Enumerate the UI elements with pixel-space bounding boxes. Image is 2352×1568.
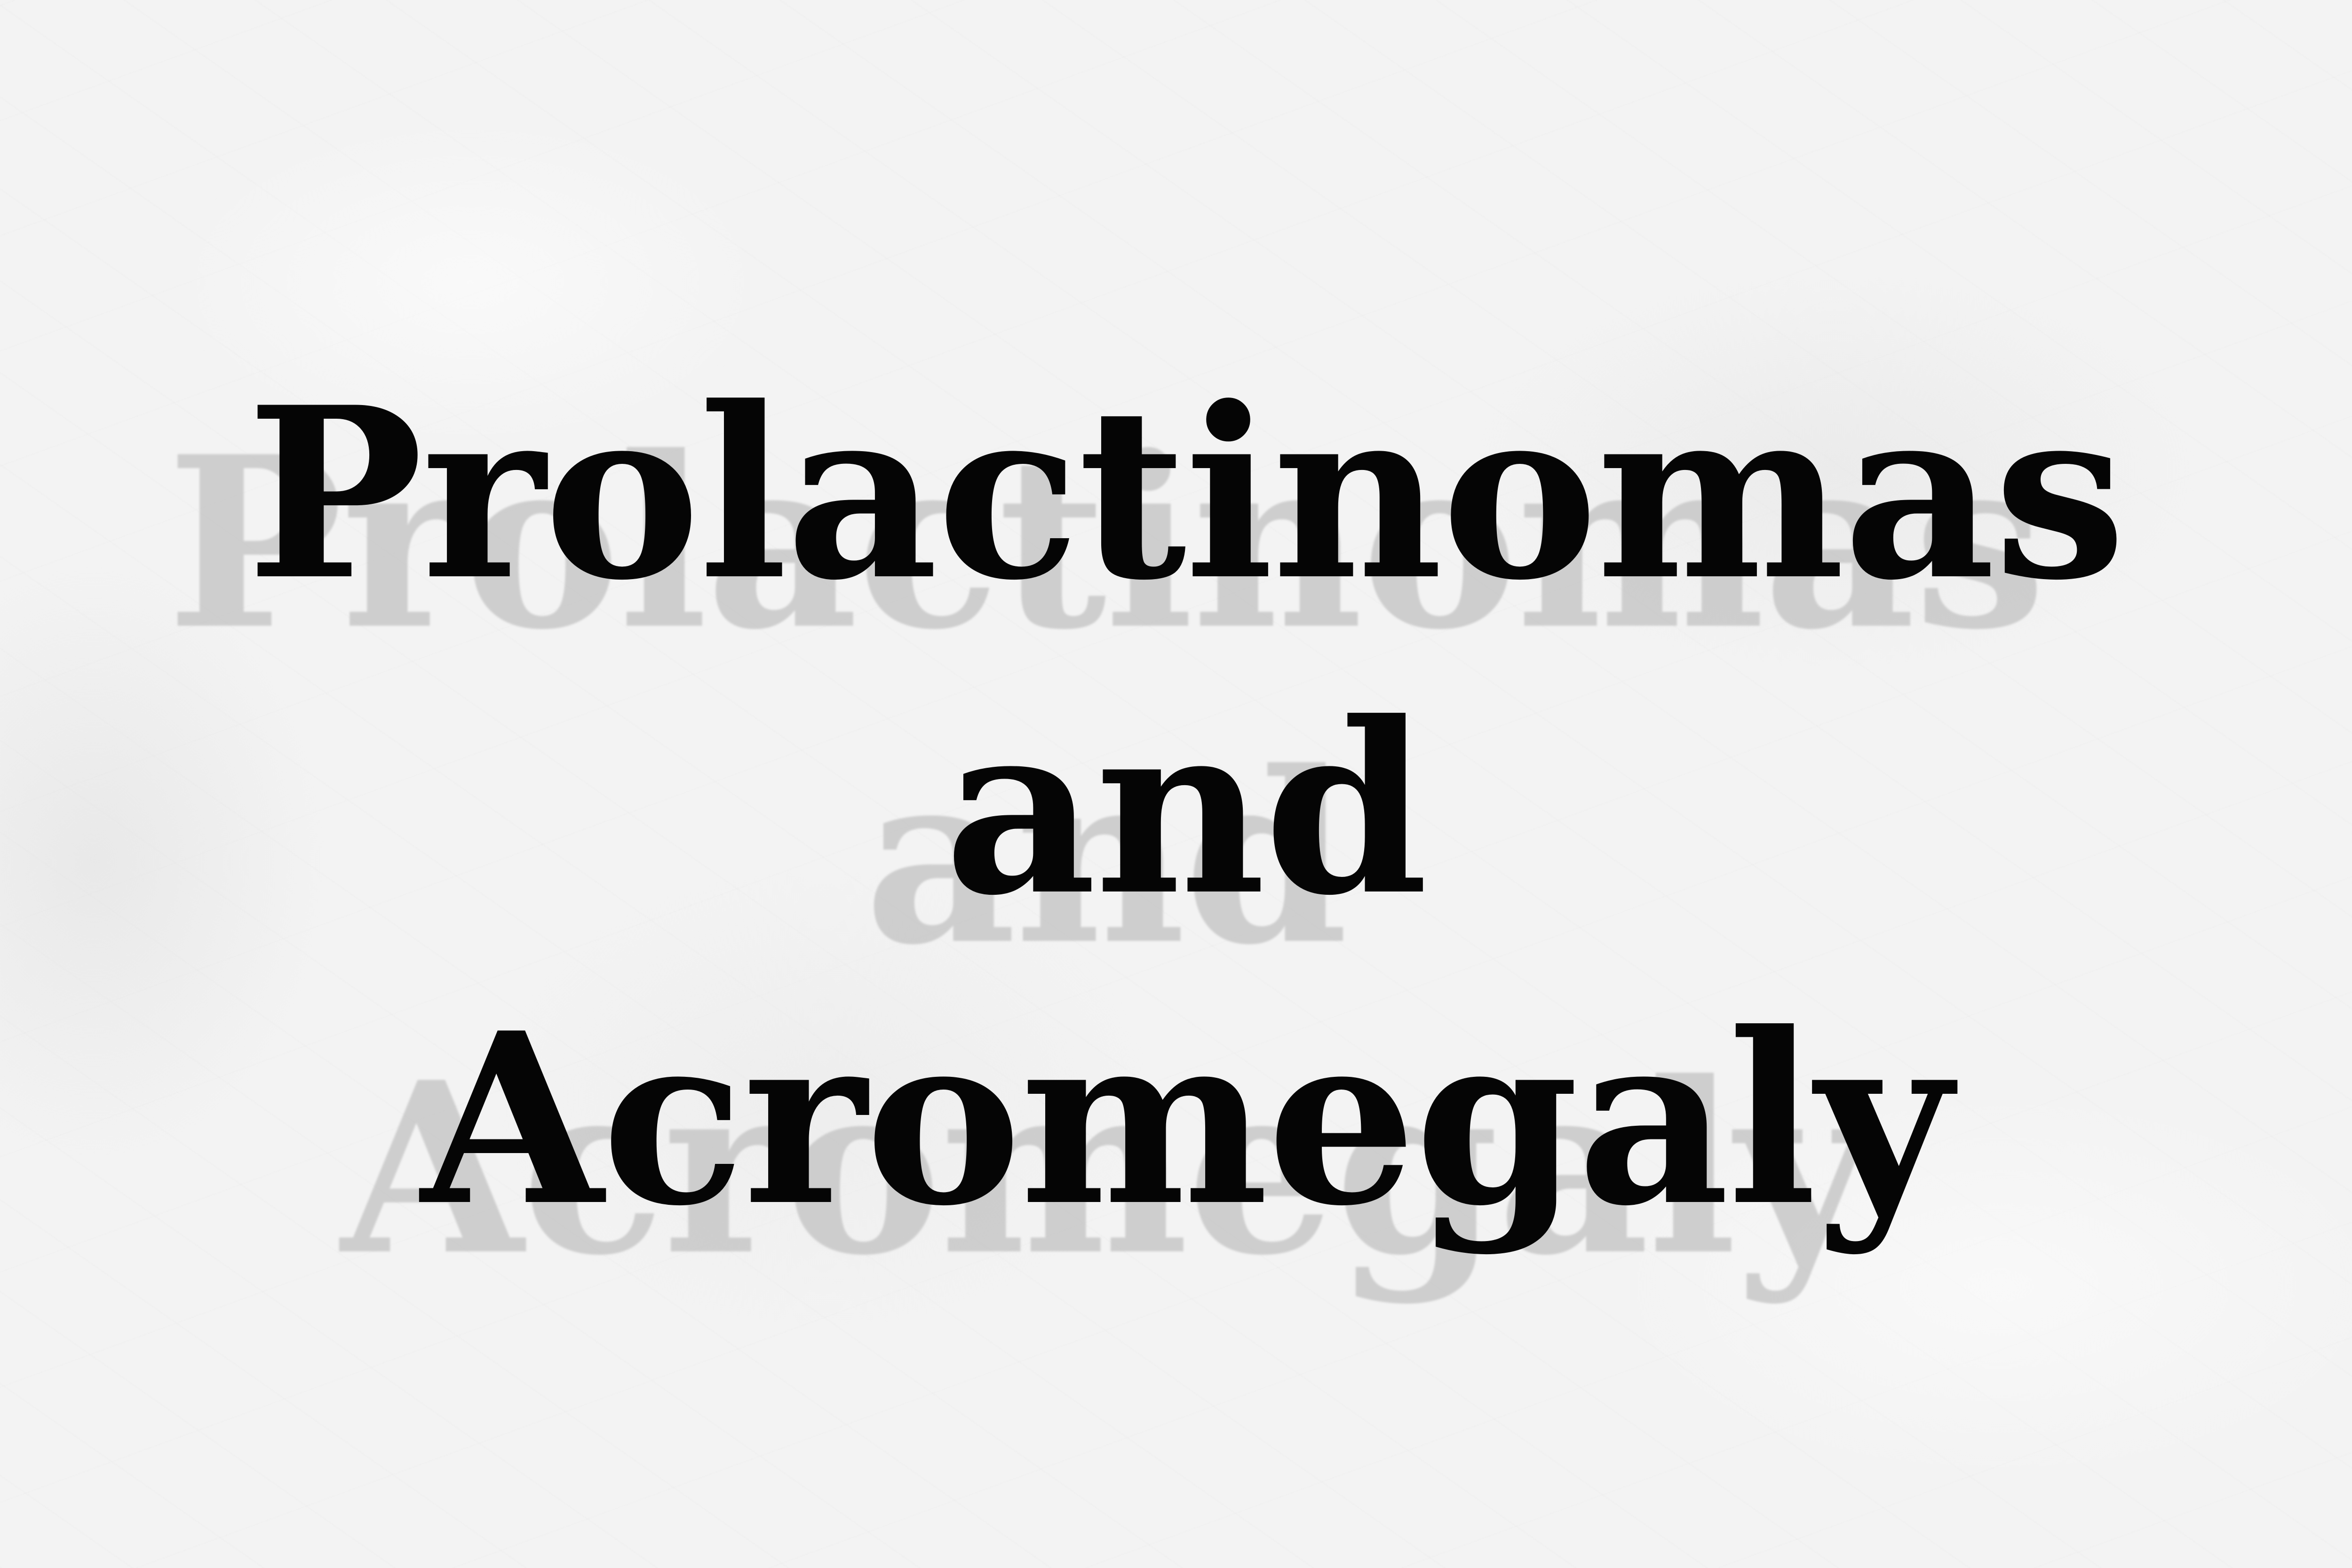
title-line-2-shadow: and <box>864 720 1348 996</box>
title-line-2: and <box>944 671 1428 947</box>
title-line-3-shadow: Acromegaly <box>341 1031 1872 1307</box>
title-line-1: Prolactinomas <box>246 356 2126 632</box>
title-line-3: Acromegaly <box>421 981 1952 1258</box>
title-line-1-shadow: Prolactinomas <box>167 405 2046 681</box>
